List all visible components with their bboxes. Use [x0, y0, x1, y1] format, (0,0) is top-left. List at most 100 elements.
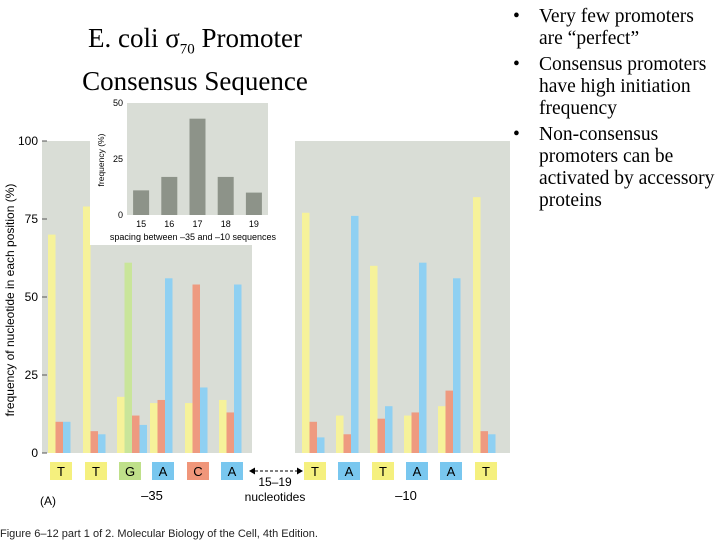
region-label-35: –35	[141, 488, 163, 503]
slide-title: E. coli σ70 Promoter Consensus Sequence	[82, 23, 308, 97]
inset-bar-15	[133, 190, 150, 215]
base-letter-3: G	[125, 464, 135, 479]
base-box-11	[440, 462, 462, 480]
y-tick-label: 0	[31, 446, 38, 460]
bar-pos7-T	[302, 212, 310, 453]
bar-pos12-T	[473, 197, 481, 453]
base-letter-7: T	[311, 464, 319, 479]
base-letter-1: T	[57, 464, 65, 479]
base-letter-8: A	[345, 464, 354, 479]
bar-pos4-C	[157, 399, 165, 453]
base-letter-2: T	[92, 464, 100, 479]
bar-pos3-A	[139, 424, 147, 453]
bar-pos5-A	[200, 387, 208, 453]
base-box-5	[187, 462, 209, 480]
bar-pos6-C	[226, 412, 234, 453]
bar-pos2-C	[90, 431, 98, 453]
bullet-item: • Very few promoters are “perfect”	[513, 6, 694, 49]
region-label-10: –10	[395, 488, 417, 503]
base-box-1	[50, 462, 72, 480]
inset-x-tick-label: 18	[221, 219, 231, 229]
bar-pos11-T	[438, 406, 446, 453]
spacer-label-line1: 15–19	[258, 475, 292, 489]
bar-pos8-C	[343, 434, 351, 453]
bar-pos2-A	[98, 434, 106, 453]
bar-pos8-A	[351, 215, 359, 453]
y-tick-label: 25	[25, 368, 39, 382]
base-box-4	[152, 462, 174, 480]
bar-pos12-A	[488, 434, 496, 453]
y-tick-label: 100	[18, 134, 38, 148]
inset-y-tick-label: 0	[118, 210, 123, 220]
bar-pos4-A	[165, 278, 173, 453]
bar-pos10-A	[419, 262, 427, 453]
base-box-7	[304, 462, 326, 480]
spacer-label-line2: nucleotides	[245, 490, 306, 504]
main-plot-bars	[48, 197, 496, 453]
bar-pos10-C	[411, 412, 419, 453]
base-box-12	[475, 462, 497, 480]
bar-pos5-C	[192, 284, 200, 453]
base-letter-9: T	[379, 464, 387, 479]
inset-x-tick-label: 16	[164, 219, 174, 229]
nucleotide-frequency-chart: 0 25 50 75 100 T T G A C A T A T A A T frequency of nuc…	[3, 95, 510, 508]
spacer-arrow-right-head	[297, 467, 303, 475]
spacing-inset-chart: 0 25 50 15 16 17 18 19 frequency (%) spacing betw…	[90, 95, 292, 245]
sigma-symbol: σ	[165, 23, 180, 53]
base-box-9	[372, 462, 394, 480]
base-letter-11: A	[447, 464, 456, 479]
bullet-list: • Very few promoters are “perfect” • Conse…	[508, 6, 720, 216]
figure-caption: Figure 6–12 part 1 of 2. Molecular Biolo…	[0, 528, 318, 540]
bar-pos11-C	[445, 390, 453, 453]
bar-pos10-T	[404, 415, 412, 453]
bar-pos4-T	[150, 403, 158, 453]
bar-pos3-G	[124, 262, 132, 453]
bar-pos3-T	[117, 396, 125, 453]
bullet-dot: •	[513, 54, 520, 75]
bar-pos6-T	[219, 399, 227, 453]
bar-pos3-C	[132, 415, 140, 453]
inset-x-tick-label: 17	[192, 219, 202, 229]
bar-pos7-C	[309, 421, 317, 453]
inset-bar-19	[245, 192, 262, 215]
base-box-6	[221, 462, 243, 480]
bullet-dot: •	[513, 124, 520, 145]
base-letter-5: C	[193, 464, 202, 479]
inset-y-tick-label: 25	[113, 154, 123, 164]
panel-label: (A)	[40, 494, 56, 508]
base-box-10	[406, 462, 428, 480]
bar-pos1-C	[55, 421, 63, 453]
bar-pos7-A	[317, 437, 325, 453]
inset-bar-18	[217, 176, 234, 215]
bar-pos1-T	[48, 234, 56, 453]
bar-pos9-A	[385, 406, 393, 453]
bar-pos8-T	[336, 415, 344, 453]
y-tick-label: 50	[25, 290, 39, 304]
sigma-subscript: 70	[179, 41, 195, 58]
main-y-axis: 0 25 50 75 100	[18, 134, 47, 460]
bullet-item: • Consensus promoters have high initiatio…	[513, 54, 707, 119]
inset-y-tick-label: 50	[113, 98, 123, 108]
bar-pos9-C	[377, 418, 385, 453]
main-y-axis-label: frequency of nucleotide in each position…	[3, 184, 17, 417]
inset-x-axis-label: spacing between –35 and –10 sequences	[110, 232, 277, 242]
base-letter-6: A	[228, 464, 237, 479]
bullet-dot: •	[513, 6, 520, 27]
bullet-item: • Non-consensus promoters can be activate…	[513, 124, 715, 211]
bar-pos5-T	[185, 403, 193, 453]
base-letter-4: A	[159, 464, 168, 479]
base-box-2	[85, 462, 107, 480]
inset-x-tick-label: 19	[249, 219, 259, 229]
bar-pos2-T	[83, 206, 91, 453]
inset-y-axis-label: frequency (%)	[96, 133, 106, 186]
base-box-8	[338, 462, 360, 480]
bar-pos9-T	[370, 265, 378, 453]
bar-pos1-A	[63, 421, 71, 453]
base-box-3	[119, 462, 141, 480]
base-letter-12: T	[482, 464, 490, 479]
bar-pos11-A	[453, 278, 461, 453]
bar-pos12-C	[480, 431, 488, 453]
base-letter-10: A	[413, 464, 422, 479]
spacer-arrow-left-head	[249, 467, 255, 475]
inset-bar-16	[161, 176, 178, 215]
